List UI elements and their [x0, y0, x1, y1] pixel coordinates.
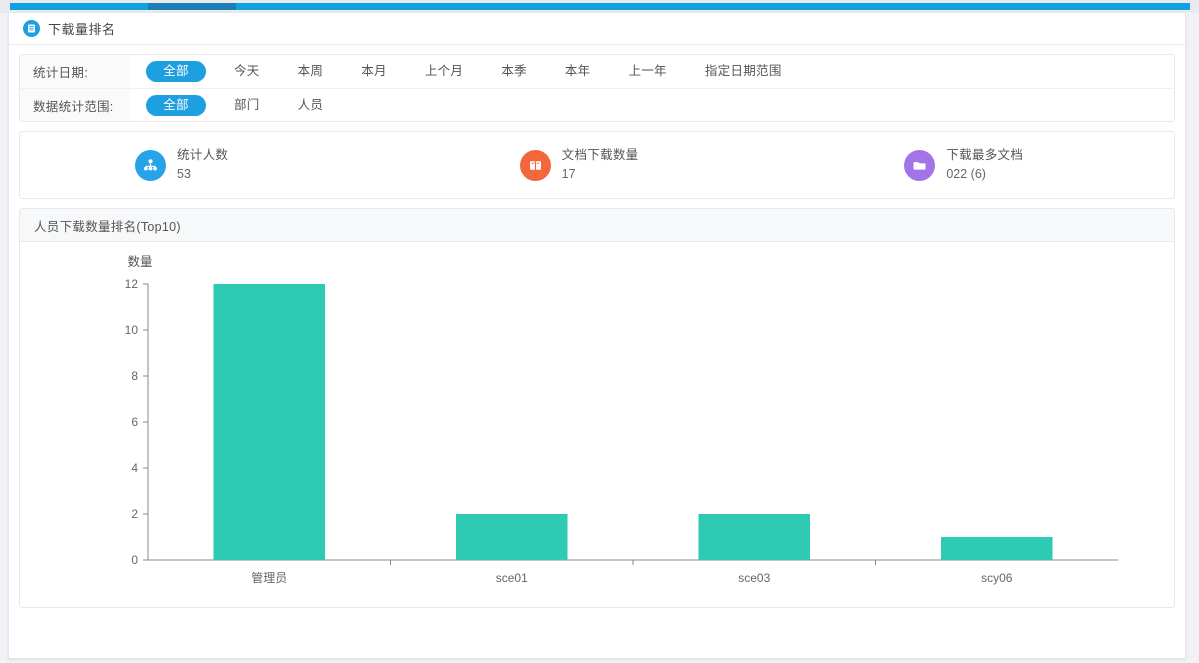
- filter-row-scope: 数据统计范围: 全部 部门 人员: [20, 88, 1174, 121]
- filter-label-scope: 数据统计范围:: [20, 89, 130, 121]
- bar-管理员[interactable]: [213, 284, 326, 560]
- y-axis-tick-label: 6: [131, 415, 138, 429]
- filter-option-date-this-week[interactable]: 本周: [297, 64, 324, 78]
- stat-value-download-count: 17: [561, 167, 576, 181]
- filter-options-scope: 全部 部门 人员: [130, 89, 351, 121]
- y-axis-tick-label: 0: [131, 553, 138, 567]
- stat-card-download-count: 文档下载数量 17: [405, 146, 790, 184]
- y-axis-tick-label: 10: [125, 323, 139, 337]
- chart-panel-title: 人员下载数量排名(Top10): [20, 209, 1174, 242]
- bar-sce01[interactable]: [455, 514, 568, 560]
- filter-option-date-all[interactable]: 全部: [146, 61, 206, 82]
- filter-row-date: 统计日期: 全部 今天 本周 本月 上个月 本季 本年 上一年 指定日期范围: [20, 55, 1174, 88]
- filter-option-date-last-month[interactable]: 上个月: [424, 64, 464, 78]
- bar-sce03[interactable]: [698, 514, 811, 560]
- folder-icon: [904, 149, 936, 181]
- stat-label-people-count: 统计人数: [177, 148, 229, 163]
- bar-chart[interactable]: 数量 0 2 4 6 8 10 12 管理员 sce01 sce03 scy06: [20, 242, 1175, 608]
- stat-value-top-document: 022 (6): [946, 167, 986, 181]
- stat-label-download-count: 文档下载数量: [561, 148, 639, 163]
- x-axis-label-sce03: sce03: [738, 571, 770, 585]
- chart-body: 数量 0 2 4 6 8 10 12 管理员 sce01 sce03 scy06: [20, 242, 1175, 608]
- filter-options-date: 全部 今天 本周 本月 上个月 本季 本年 上一年 指定日期范围: [130, 55, 810, 88]
- filter-option-date-this-month[interactable]: 本月: [361, 64, 387, 78]
- bar-scy06[interactable]: [940, 537, 1053, 560]
- filters-panel: 统计日期: 全部 今天 本周 本月 上个月 本季 本年 上一年 指定日期范围 数…: [19, 54, 1175, 122]
- document-list-icon: [23, 20, 40, 37]
- x-axis-label-管理员: 管理员: [251, 570, 287, 585]
- stat-card-top-document: 下载最多文档 022 (6): [789, 146, 1174, 184]
- horizontal-scrollbar[interactable]: [0, 0, 1199, 13]
- filter-option-date-this-year[interactable]: 本年: [564, 64, 591, 78]
- filter-option-date-this-quarter[interactable]: 本季: [501, 64, 527, 78]
- y-axis-tick-label: 2: [131, 507, 138, 521]
- x-axis-label-sce01: sce01: [496, 571, 528, 585]
- chart-panel: 人员下载数量排名(Top10) 数量 0 2 4 6 8 10 12 管理员 sce01 sce03…: [19, 208, 1175, 608]
- org-people-icon: [135, 149, 166, 181]
- y-axis-tick-label: 8: [131, 369, 138, 383]
- page-title: 下载量排名: [48, 22, 116, 37]
- y-axis-title: 数量: [127, 254, 152, 269]
- filter-option-date-custom-range[interactable]: 指定日期范围: [704, 64, 782, 78]
- filter-option-scope-all[interactable]: 全部: [146, 94, 206, 116]
- filter-option-scope-department[interactable]: 部门: [234, 97, 260, 112]
- scrollbar-thumb[interactable]: [148, 3, 236, 10]
- filter-option-date-today[interactable]: 今天: [234, 64, 260, 78]
- stat-label-top-document: 下载最多文档: [946, 148, 1024, 163]
- y-axis-tick-label: 12: [125, 277, 139, 291]
- page-panel: 下载量排名 统计日期: 全部 今天 本周 本月 上个月 本季 本年 上一年 指定…: [8, 13, 1186, 659]
- page-header: 下载量排名: [9, 13, 1185, 45]
- stat-card-people-count: 统计人数 53: [20, 146, 405, 184]
- filter-option-scope-person[interactable]: 人员: [297, 97, 324, 112]
- stat-value-people-count: 53: [177, 167, 191, 181]
- filter-label-date: 统计日期:: [20, 55, 130, 88]
- x-axis-label-scy06: scy06: [981, 571, 1013, 585]
- open-book-icon: [519, 149, 551, 181]
- summary-stats-panel: 统计人数 53 文档下载数量 17: [19, 131, 1175, 199]
- y-axis-tick-label: 4: [131, 461, 138, 475]
- filter-option-date-last-year[interactable]: 上一年: [628, 64, 667, 78]
- scrollbar-track[interactable]: [10, 3, 1190, 10]
